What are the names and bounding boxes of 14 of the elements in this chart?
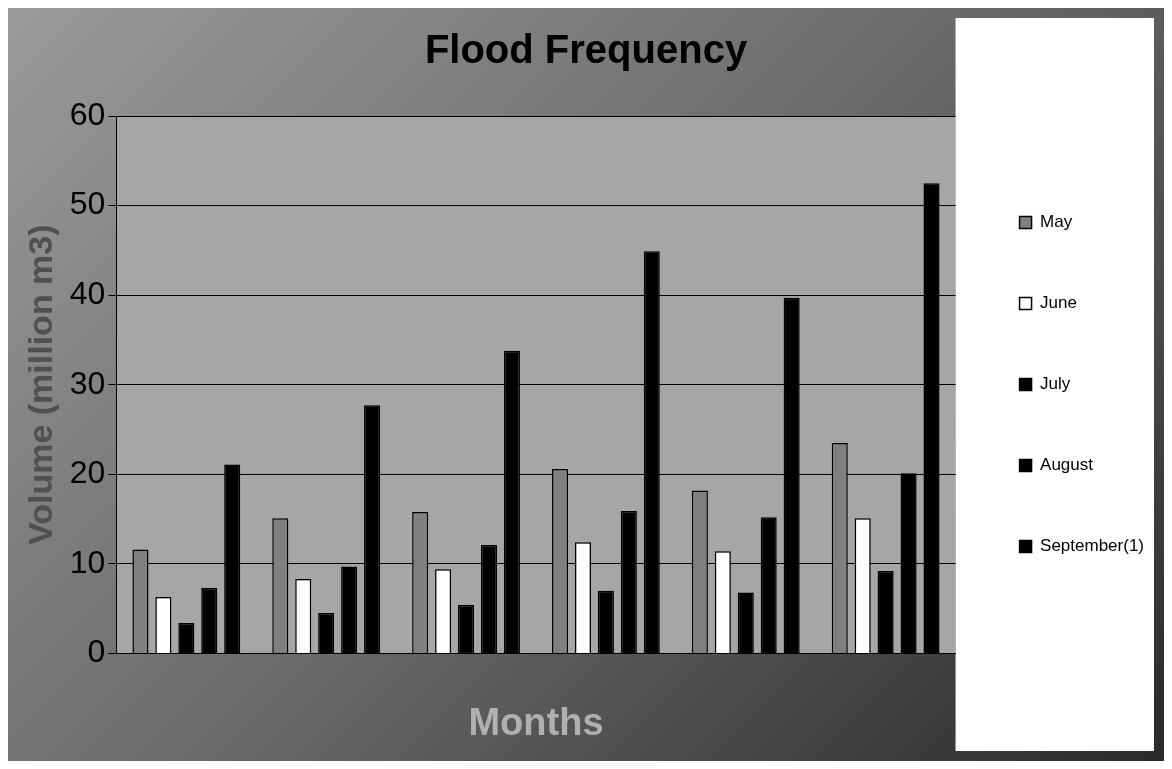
y-tick-label: 0 — [87, 633, 106, 670]
legend-label: August — [1040, 455, 1094, 475]
y-tick-label: 60 — [69, 95, 106, 132]
legend-label: July — [1040, 374, 1071, 394]
legend-label: May — [1040, 212, 1073, 232]
x-axis-title: Months — [468, 700, 604, 743]
y-tick-label: 40 — [69, 274, 106, 311]
y-tick-label: 20 — [69, 454, 106, 491]
y-tick-label: 50 — [69, 185, 106, 222]
legend-label: June — [1040, 293, 1077, 313]
legend-label: September(1) — [1040, 536, 1144, 556]
y-tick-label: 30 — [69, 364, 106, 401]
chart-title: Flood Frequency — [424, 27, 748, 72]
y-tick-label: 10 — [69, 543, 106, 580]
